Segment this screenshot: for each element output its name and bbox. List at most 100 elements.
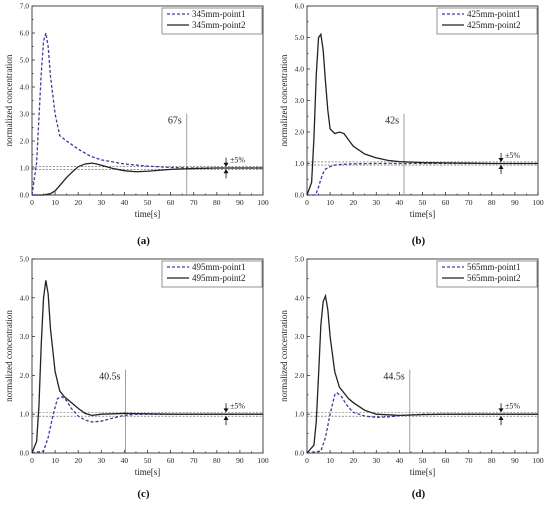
chart-panel-d: 0 10 20 30 40 50 60 70 80 90 100 0.0 1.0 2.0 3.0 4.0 5.0…	[279, 255, 544, 501]
legend-box	[436, 7, 538, 35]
x-axis-title: time[s]	[410, 467, 436, 477]
settling-time-label: 44.5s	[383, 372, 405, 383]
legend-label: 565mm-point2	[467, 273, 521, 283]
x-tick-label: 100	[532, 456, 544, 465]
x-tick-label: 70	[465, 198, 473, 207]
y-tick-label: 4.0	[295, 65, 305, 74]
x-tick-label: 90	[236, 456, 244, 465]
y-tick-label: 5.0	[20, 56, 30, 65]
x-tick-label: 90	[511, 456, 519, 465]
y-tick-label: 3.0	[20, 332, 30, 341]
x-tick-label: 40	[396, 198, 404, 207]
x-tick-label: 30	[98, 198, 106, 207]
x-tick-label: 0	[305, 198, 309, 207]
legend-label: 345mm-point1	[192, 9, 246, 19]
band-arrowhead-up	[223, 169, 229, 174]
band-label: ±5%	[505, 401, 520, 410]
x-tick-label: 70	[465, 456, 473, 465]
legend-label: 565mm-point1	[467, 262, 521, 272]
series-line-565mm-point1	[306, 392, 538, 454]
legend-box	[436, 260, 538, 288]
x-tick-label: 70	[190, 456, 198, 465]
band-label: ±5%	[230, 401, 245, 410]
y-axis-title: normalized concentration	[279, 310, 289, 402]
y-tick-label: 0.0	[295, 191, 305, 200]
legend-label: 345mm-point2	[192, 20, 246, 30]
legend-label: 495mm-point1	[192, 262, 246, 272]
band-arrowhead-down	[223, 408, 229, 413]
chart-panel-c: 0 10 20 30 40 50 60 70 80 90 100 0.0 1.0 2.0 3.0 4.0 5.0…	[4, 255, 269, 501]
x-tick-label: 50	[144, 198, 152, 207]
x-tick-label: 100	[532, 198, 544, 207]
legend-label: 425mm-point2	[467, 20, 521, 30]
settling-time-label: 67s	[168, 116, 182, 127]
y-tick-label: 0.0	[295, 449, 305, 458]
chart-panel-b: 0 10 20 30 40 50 60 70 80 90 100 0.0 1.0 2.0 3.0 4.0 5.0…	[279, 2, 544, 248]
legend-box	[161, 7, 263, 35]
x-tick-label: 0	[30, 198, 34, 207]
y-tick-label: 5.0	[295, 255, 305, 264]
band-arrowhead-up	[498, 415, 504, 421]
settling-time-label: 40.5s	[99, 372, 121, 383]
y-tick-label: 4.0	[20, 83, 30, 92]
y-tick-label: 7.0	[20, 2, 30, 11]
panel-caption: (c)	[137, 488, 150, 500]
x-tick-label: 20	[349, 456, 357, 465]
x-tick-label: 0	[30, 456, 34, 465]
y-tick-label: 6.0	[295, 2, 305, 11]
x-axis-title: time[s]	[135, 209, 161, 219]
y-tick-label: 3.0	[295, 96, 305, 105]
series-line-565mm-point2	[306, 293, 538, 454]
x-tick-label: 50	[419, 198, 427, 207]
y-axis-title: normalized concentration	[279, 54, 289, 146]
y-tick-label: 3.0	[20, 110, 30, 119]
panel-caption: (d)	[412, 488, 426, 500]
x-tick-label: 100	[257, 456, 269, 465]
x-axis-title: time[s]	[135, 467, 161, 477]
x-tick-label: 100	[257, 198, 269, 207]
x-tick-label: 80	[213, 198, 221, 207]
plot-frame	[306, 258, 539, 454]
x-tick-label: 30	[98, 456, 106, 465]
x-tick-label: 60	[167, 198, 175, 207]
series-line-345mm-point2	[32, 162, 263, 196]
series-line-495mm-point1	[31, 395, 263, 454]
series-line-495mm-point2	[31, 280, 263, 454]
plot-frame	[31, 258, 264, 454]
x-tick-label: 80	[213, 456, 221, 465]
y-tick-label: 5.0	[295, 33, 305, 42]
y-tick-label: 2.0	[20, 371, 30, 380]
y-tick-label: 5.0	[20, 255, 30, 264]
chart-panel-a: 0 10 20 30 40 50 60 70 80 90 100 0.0 1.0 2.0 3.0 4.0 5.0…	[4, 2, 269, 248]
x-tick-label: 60	[167, 456, 175, 465]
x-tick-label: 0	[305, 456, 309, 465]
y-tick-label: 2.0	[295, 371, 305, 380]
band-arrowhead-up	[498, 164, 504, 169]
x-tick-label: 30	[373, 198, 381, 207]
x-tick-label: 10	[51, 198, 59, 207]
y-tick-label: 2.0	[295, 128, 305, 137]
x-tick-label: 20	[74, 456, 82, 465]
series-line-425mm-point1	[307, 162, 538, 196]
y-axis-title: normalized concentration	[4, 54, 14, 146]
x-tick-label: 40	[121, 456, 129, 465]
x-tick-label: 40	[396, 456, 404, 465]
y-tick-label: 0.0	[20, 449, 30, 458]
y-axis-title: normalized concentration	[4, 310, 14, 402]
x-tick-label: 10	[51, 456, 59, 465]
y-tick-label: 4.0	[20, 293, 30, 302]
series-line-425mm-point2	[306, 32, 538, 196]
x-tick-label: 80	[488, 456, 496, 465]
x-tick-label: 60	[442, 198, 450, 207]
y-tick-label: 1.0	[295, 410, 305, 419]
band-label: ±5%	[230, 156, 245, 165]
y-tick-label: 4.0	[295, 293, 305, 302]
y-tick-label: 0.0	[20, 191, 30, 200]
y-tick-label: 2.0	[20, 137, 30, 146]
legend-label: 495mm-point2	[192, 273, 246, 283]
x-tick-label: 50	[419, 456, 427, 465]
band-arrowhead-up	[223, 415, 229, 421]
panel-caption: (a)	[137, 235, 150, 247]
y-tick-label: 1.0	[295, 159, 305, 168]
x-tick-label: 60	[442, 456, 450, 465]
